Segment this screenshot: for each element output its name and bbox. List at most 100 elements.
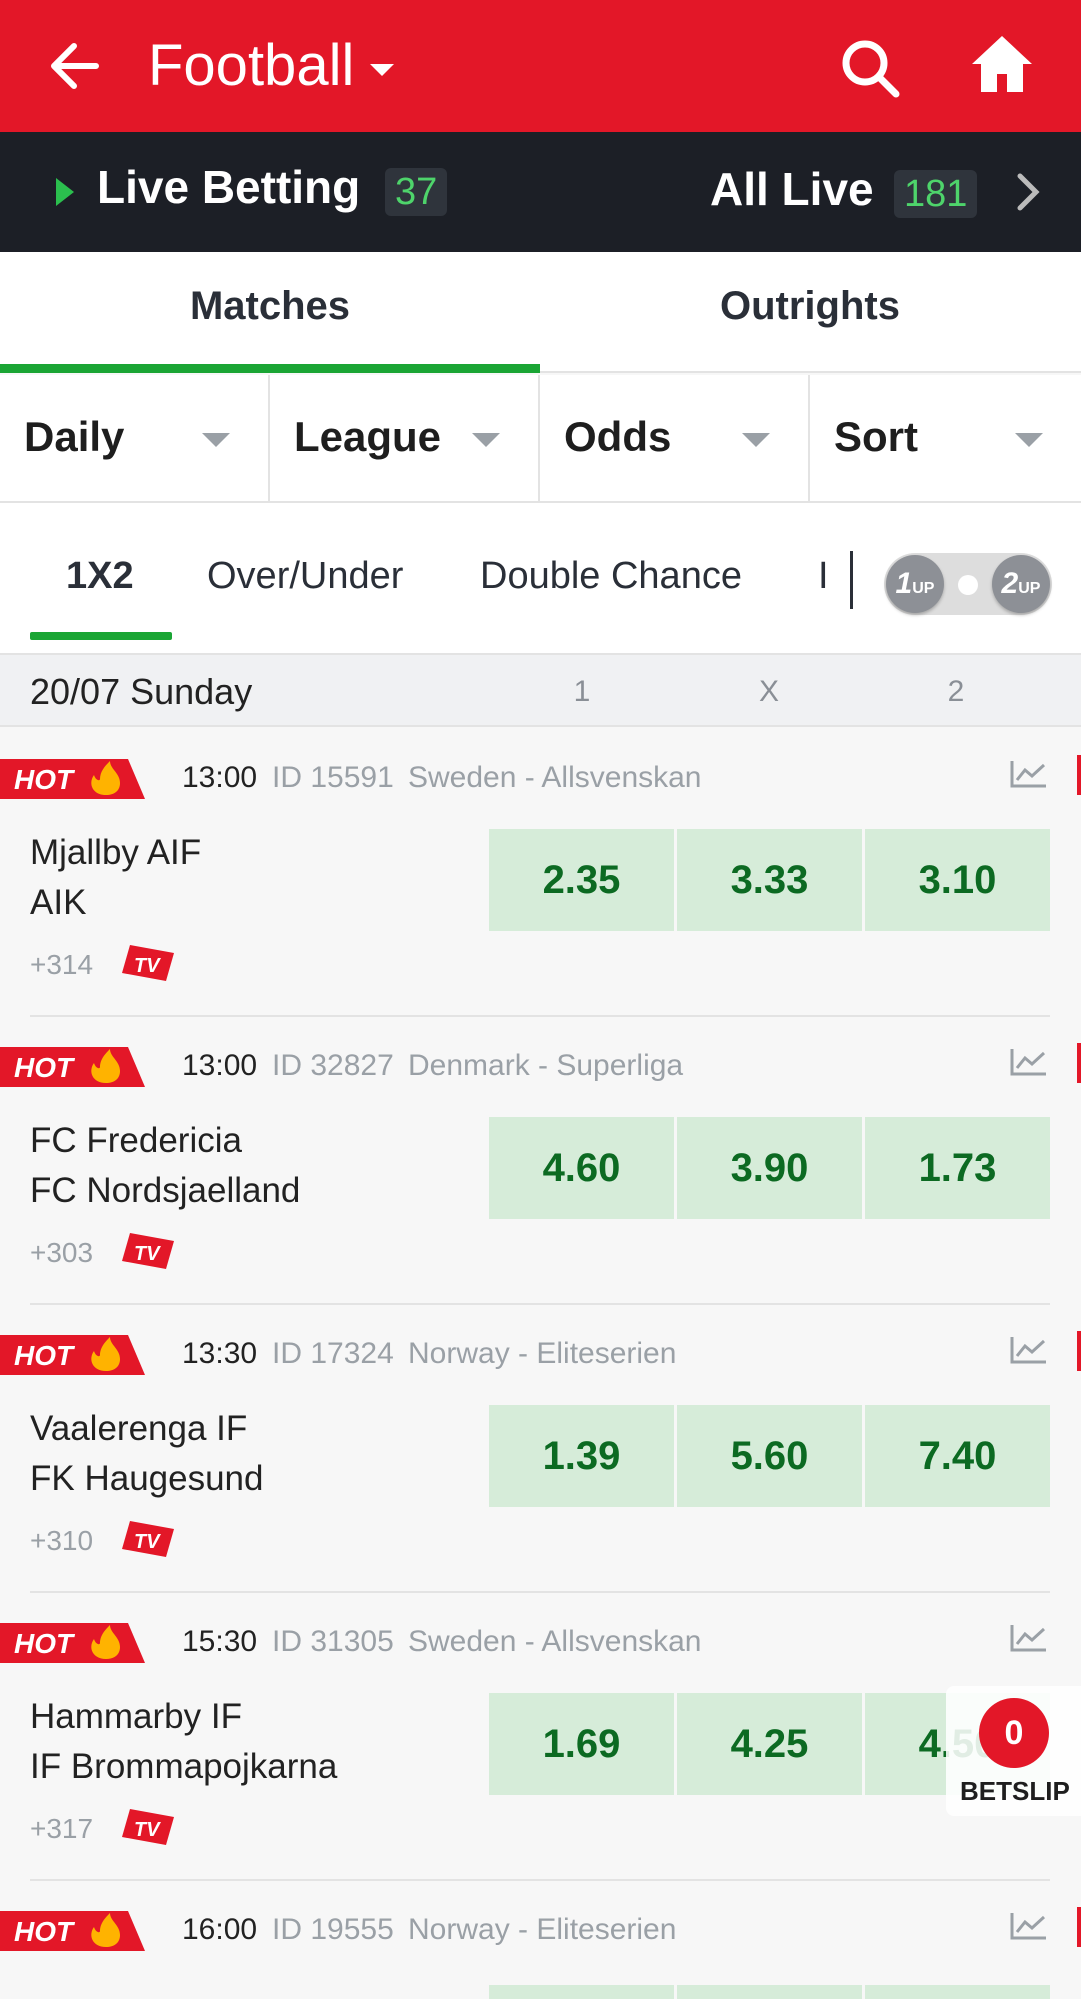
odds-button-2[interactable]: 7.40 [865,1405,1050,1507]
filter-sort[interactable]: Sort [810,375,1081,501]
column-header-x: X [758,675,779,708]
market-tabs: 1X2 Over/Under Double Chance I 1UP 2UP [0,503,1081,653]
stats-chart-icon[interactable] [1010,1911,1048,1941]
league-name: Norway - Eliteserien [408,1913,677,1946]
live-tv-icon[interactable]: TV [120,1229,176,1271]
odds-button-1[interactable] [489,1985,674,1999]
odds-button-x[interactable]: 5.60 [677,1405,862,1507]
chevron-down-icon [1015,433,1043,447]
odds-button-x[interactable] [677,1985,862,1999]
search-icon[interactable] [838,36,902,100]
stats-chart-icon[interactable] [1010,759,1048,789]
tab-outrights[interactable]: Outrights [720,284,900,328]
divider [30,1015,1050,1017]
odds-button-2[interactable]: 1.73 [865,1117,1050,1219]
league-name: Sweden - Allsvenskan [408,761,702,794]
market-tab-1x2[interactable]: 1X2 [66,555,134,597]
toggle-option-2up[interactable]: 2UP [992,555,1050,613]
toggle-number: 1 [895,567,913,600]
home-team: FC Fredericia [30,1121,242,1160]
divider [850,551,853,609]
more-markets-count[interactable]: +303 [30,1237,94,1268]
divider [30,1303,1050,1305]
up-mode-toggle[interactable]: 1UP 2UP [884,553,1052,615]
odds-button-1[interactable]: 4.60 [489,1117,674,1219]
odds-button-x[interactable]: 4.25 [677,1693,862,1795]
live-tv-icon[interactable]: TV [120,1517,176,1559]
chevron-down-icon [202,433,230,447]
live-tv-icon[interactable]: TV [120,941,176,983]
match-time: 16:00 [182,1913,258,1946]
match-row[interactable]: HOT 16:00 ID 19555 Norway - Eliteserien [0,1881,1081,1999]
edge-indicator [1077,1043,1081,1083]
live-betting-bar[interactable]: Live Betting 37 All Live 181 [0,132,1081,252]
home-team: Vaalerenga IF [30,1409,248,1448]
hot-label: HOT [14,1628,76,1659]
match-row[interactable]: HOT 13:30 ID 17324 Norway - Eliteserien … [0,1305,1081,1593]
filter-league[interactable]: League [270,375,540,501]
market-tab-double-chance[interactable]: Double Chance [480,555,742,597]
odds-button-2[interactable]: 3.10 [865,829,1050,931]
sport-selector[interactable]: Football [148,32,395,99]
odds-button-2[interactable] [865,1985,1050,1999]
back-arrow-icon[interactable] [46,36,100,96]
market-tab-over-under[interactable]: Over/Under [207,555,404,597]
stats-chart-icon[interactable] [1010,1047,1048,1077]
tv-label: TV [134,1819,161,1841]
filter-odds[interactable]: Odds [540,375,810,501]
live-tv-icon[interactable]: TV [120,1805,176,1847]
match-row[interactable]: HOT 13:00 ID 15591 Sweden - Allsvenskan … [0,729,1081,1017]
chevron-down-icon [370,63,395,76]
more-markets-count[interactable]: +317 [30,1813,94,1844]
filter-label: Sort [834,413,918,460]
betslip-count-badge: 0 [979,1698,1049,1768]
match-time: 15:30 [182,1625,258,1658]
hot-label: HOT [14,1052,76,1083]
toggle-sub: UP [1018,580,1041,597]
hot-label: HOT [14,1340,76,1371]
odds-button-x[interactable]: 3.33 [677,829,862,931]
toggle-option-1up[interactable]: 1UP [886,555,944,613]
odds-button-1[interactable]: 1.69 [489,1693,674,1795]
home-icon[interactable] [970,32,1034,96]
odds-button-1[interactable]: 1.39 [489,1405,674,1507]
hot-badge: HOT [0,1047,145,1087]
hot-label: HOT [14,764,76,795]
main-tabs: Matches Outrights [0,252,1081,373]
all-live-label[interactable]: All Live [710,163,874,215]
match-id: ID 19555 [272,1913,394,1946]
more-markets-count[interactable]: +310 [30,1525,94,1556]
column-header-1: 1 [573,675,591,708]
match-row[interactable]: HOT 13:00 ID 32827 Denmark - Superliga F… [0,1017,1081,1305]
column-header-2: 2 [947,675,965,708]
stats-chart-icon[interactable] [1010,1623,1048,1653]
betslip-button[interactable]: 0 BETSLIP [946,1686,1081,1816]
away-team: FC Nordsjaelland [30,1171,301,1210]
filter-bar: Daily League Odds Sort [0,375,1081,503]
live-betting-count: 37 [385,168,448,216]
date-label: 20/07 Sunday [30,671,253,712]
home-team: Hammarby IF [30,1697,242,1736]
league-name: Denmark - Superliga [408,1049,684,1082]
match-id: ID 32827 [272,1049,394,1082]
hot-badge: HOT [0,1335,145,1375]
tv-label: TV [134,1531,161,1553]
market-tab-truncated[interactable]: I [818,555,829,597]
filter-daily[interactable]: Daily [0,375,270,501]
more-markets-count[interactable]: +314 [30,949,94,980]
match-row[interactable]: HOT 15:30 ID 31305 Sweden - Allsvenskan … [0,1593,1081,1881]
home-team: Mjallby AIF [30,833,202,872]
chevron-down-icon [742,433,770,447]
odds-button-1[interactable]: 2.35 [489,829,674,931]
toggle-sub: UP [912,580,935,597]
chevron-right-icon[interactable] [1012,172,1044,212]
toggle-number: 2 [1001,567,1019,600]
match-time: 13:30 [182,1337,258,1370]
edge-indicator [1077,1907,1081,1947]
odds-button-x[interactable]: 3.90 [677,1117,862,1219]
live-betting-label: Live Betting [97,161,361,213]
tab-matches[interactable]: Matches [0,252,540,373]
stats-chart-icon[interactable] [1010,1335,1048,1365]
match-id: ID 31305 [272,1625,394,1658]
hot-badge: HOT [0,759,145,799]
